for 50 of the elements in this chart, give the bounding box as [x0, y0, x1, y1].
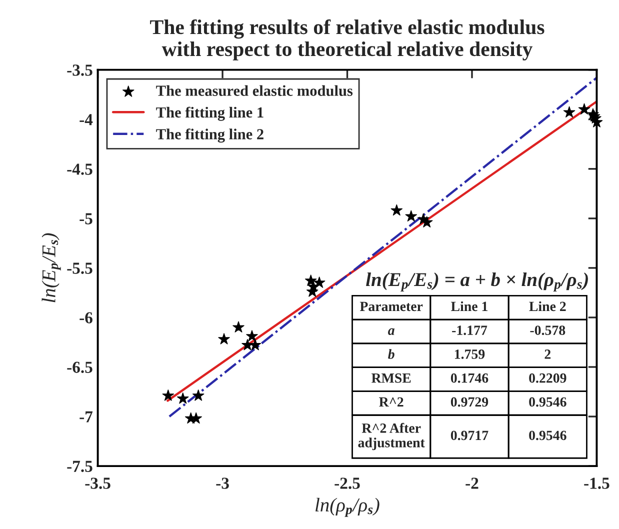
x-tick-label: -2.5: [334, 478, 360, 489]
annotation: a: [388, 328, 394, 335]
y-tick-label: -5: [80, 213, 92, 224]
x-tick-label: -1.5: [584, 478, 610, 489]
annotation: 0.1746: [450, 373, 488, 383]
annotation: 0.2209: [529, 373, 566, 383]
y-tick-label: -6.5: [67, 362, 92, 374]
point: [307, 280, 320, 292]
y-tick-label: -5.5: [67, 262, 92, 274]
point: [563, 106, 576, 118]
y-tick-label: -4: [80, 114, 93, 126]
y-tick-label: -7.5: [67, 460, 92, 472]
annotation: Parameter: [360, 302, 423, 312]
point: [192, 390, 204, 401]
annotation: b: [388, 349, 394, 359]
annotation: 0.9546: [529, 430, 566, 440]
annotation: 2: [544, 350, 551, 359]
legend-label: The fitting line 2: [156, 128, 264, 143]
annotation: 1.759: [454, 350, 485, 359]
point: [246, 330, 258, 342]
annotation: 0.9546: [529, 397, 566, 407]
point: [176, 392, 189, 404]
annotation: R^2 After adjustment: [358, 422, 425, 450]
y-axis-title: ln(E$_{p}$/E$_{s}$): [42, 233, 61, 302]
point: [313, 276, 326, 288]
annotation: R^2: [379, 397, 404, 407]
point: [218, 333, 230, 344]
y-tick-label: -6: [80, 312, 92, 324]
annotation: RMSE: [372, 373, 411, 383]
point: [390, 204, 403, 216]
point: [578, 103, 590, 114]
text: ln(E$_{p}$/E$_{s}$) = a + b × ln(ρ$_{p}$/ρ$_{s}$): [366, 272, 588, 292]
y-tick-label: -3.5: [67, 64, 92, 76]
y-tick-label: -7: [80, 411, 93, 422]
point: [162, 390, 174, 401]
chart-title: The fitting results of relative elastic modulus with respect to theoretical relative density: [150, 19, 544, 60]
annotation: Line 1: [451, 301, 488, 312]
annotation: 0.9717: [450, 430, 488, 440]
annotation: -0.578: [530, 326, 566, 336]
x-axis-title: ln(ρ$_{p}$/ρ$_{s}$): [316, 498, 380, 517]
annotation: 0.9729: [450, 397, 488, 407]
legend-label: The fitting line 1: [156, 106, 264, 121]
point: [232, 321, 244, 332]
point: [405, 210, 417, 222]
y-tick-label: -4.5: [67, 164, 92, 175]
x-tick-label: -3: [216, 478, 229, 489]
x-tick-label: -2: [466, 478, 478, 489]
legend-label: The measured elastic modulus: [156, 85, 353, 96]
annotation: Line 2: [529, 301, 566, 312]
annotation: -1.177: [452, 326, 488, 336]
